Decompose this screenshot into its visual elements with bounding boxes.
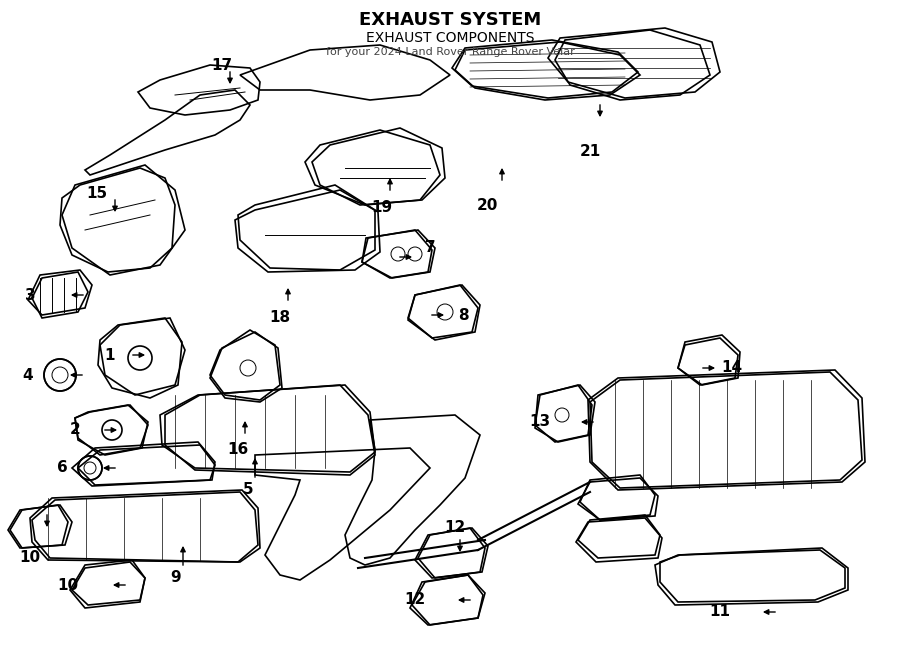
- Text: 21: 21: [580, 145, 600, 159]
- Text: 13: 13: [529, 414, 551, 430]
- Text: 11: 11: [709, 605, 731, 619]
- Text: 17: 17: [212, 58, 232, 73]
- Text: 4: 4: [22, 368, 33, 383]
- Text: 20: 20: [476, 198, 498, 212]
- Text: 9: 9: [171, 570, 181, 586]
- Text: 1: 1: [104, 348, 115, 362]
- Text: 6: 6: [57, 461, 68, 475]
- Text: 10: 10: [20, 551, 40, 566]
- Text: 12: 12: [404, 592, 426, 607]
- Text: EXHAUST SYSTEM: EXHAUST SYSTEM: [359, 11, 541, 29]
- Text: 16: 16: [228, 442, 248, 457]
- Text: 3: 3: [24, 288, 35, 303]
- Text: 8: 8: [458, 307, 468, 323]
- Text: 14: 14: [722, 360, 742, 375]
- Text: 5: 5: [243, 483, 253, 498]
- Text: 12: 12: [445, 520, 465, 535]
- Text: 2: 2: [69, 422, 80, 438]
- Text: 15: 15: [86, 186, 108, 200]
- Text: 19: 19: [372, 200, 392, 215]
- Text: EXHAUST COMPONENTS: EXHAUST COMPONENTS: [365, 31, 535, 45]
- Text: 7: 7: [425, 241, 436, 256]
- Text: 18: 18: [269, 311, 291, 325]
- Text: for your 2024 Land Rover Range Rover Velar: for your 2024 Land Rover Range Rover Vel…: [326, 47, 574, 57]
- Text: 10: 10: [58, 578, 78, 592]
